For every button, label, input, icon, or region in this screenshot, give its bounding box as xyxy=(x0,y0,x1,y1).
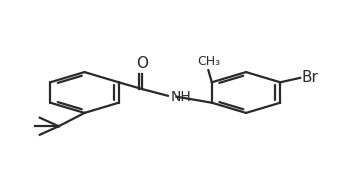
Text: CH₃: CH₃ xyxy=(197,55,220,68)
Text: Br: Br xyxy=(302,70,319,85)
Text: NH: NH xyxy=(171,90,192,104)
Text: O: O xyxy=(136,56,148,71)
